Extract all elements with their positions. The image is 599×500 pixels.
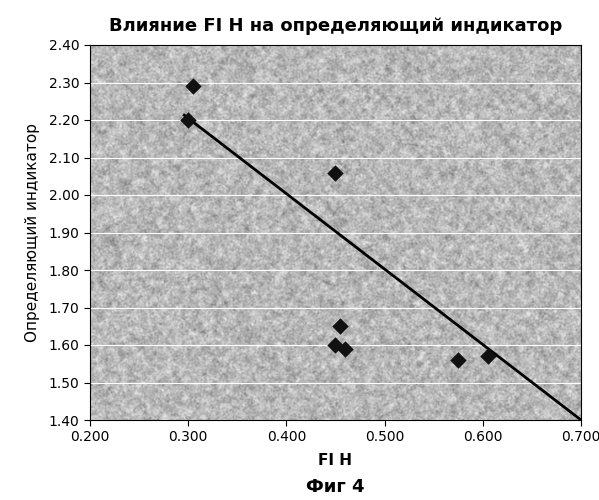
Point [331,341,340,349]
Point [335,322,345,330]
Text: Фиг 4: Фиг 4 [306,478,365,496]
Point [340,345,350,353]
Point [331,168,340,176]
Title: Влияние FI H на определяющий индикатор: Влияние FI H на определяющий индикатор [109,17,562,35]
Point [183,116,193,124]
Point [453,356,463,364]
Point [483,352,492,360]
X-axis label: FI H: FI H [319,453,352,468]
Y-axis label: Определяющий индикатор: Определяющий индикатор [25,123,40,342]
Point [188,82,198,90]
